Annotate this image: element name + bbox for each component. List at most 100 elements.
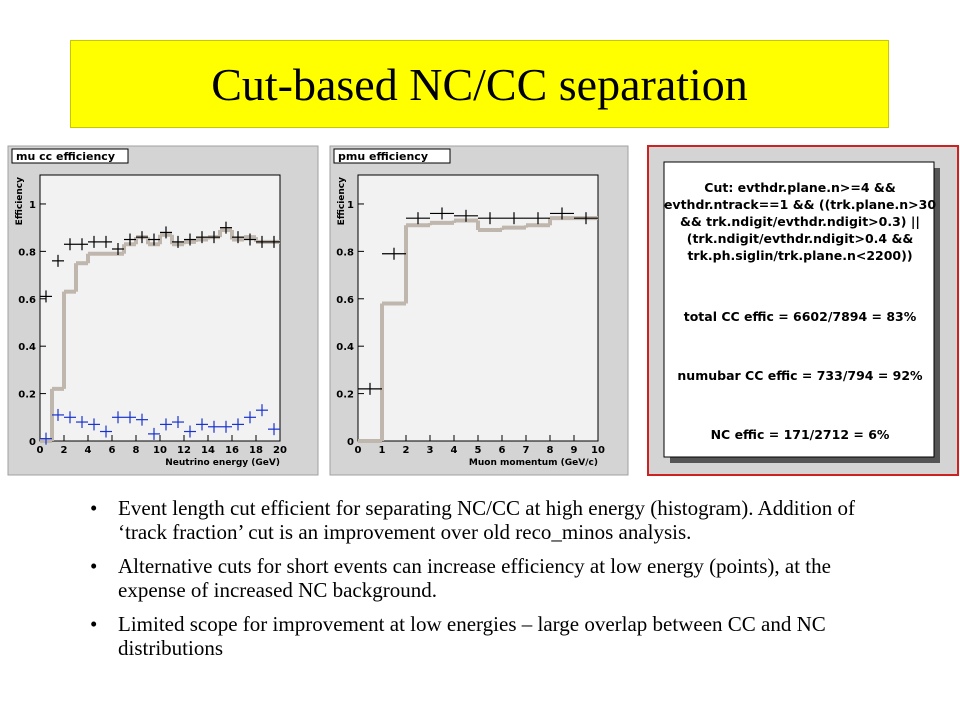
point bbox=[454, 209, 478, 222]
y-tick-label: 0.6 bbox=[18, 295, 36, 306]
y-tick-label: 0.2 bbox=[18, 390, 36, 401]
point bbox=[52, 408, 64, 421]
title-box: Cut-based NC/CC separation bbox=[70, 40, 889, 128]
point bbox=[40, 432, 52, 445]
y-tick-label: 0.8 bbox=[336, 247, 354, 258]
point bbox=[100, 425, 112, 438]
point bbox=[184, 233, 196, 246]
cut-result: numubar CC effic = 733/794 = 92% bbox=[677, 368, 923, 383]
cut-box bbox=[663, 161, 935, 458]
point bbox=[196, 418, 208, 431]
x-tick-label: 0 bbox=[37, 445, 44, 456]
y-tick-label: 1 bbox=[29, 200, 36, 211]
point bbox=[184, 425, 196, 438]
point bbox=[64, 238, 76, 251]
chart-title-box bbox=[11, 148, 129, 164]
cut-result: total CC effic = 6602/7894 = 83% bbox=[684, 309, 917, 324]
point bbox=[160, 418, 172, 431]
charts: mu cc efficiency Efficiency Neutrino energ… bbox=[7, 145, 959, 476]
x-tick-label: 8 bbox=[547, 445, 554, 456]
point bbox=[268, 235, 280, 248]
cut-result: NC effic = 171/2712 = 6% bbox=[711, 427, 890, 442]
y-axis-label: Efficiency bbox=[15, 177, 25, 225]
point bbox=[358, 382, 382, 395]
point bbox=[172, 416, 184, 429]
point bbox=[100, 235, 112, 248]
point bbox=[196, 231, 208, 244]
point bbox=[382, 247, 406, 260]
y-axis-label: Efficiency bbox=[337, 177, 347, 225]
y-tick-label: 0 bbox=[29, 437, 36, 448]
y-tick-label: 0.2 bbox=[336, 390, 354, 401]
point bbox=[160, 226, 172, 239]
point bbox=[208, 420, 220, 433]
chart-title-box bbox=[333, 148, 451, 164]
y-tick-label: 0.8 bbox=[18, 247, 36, 258]
point bbox=[208, 231, 220, 244]
y-tick-label: 0.4 bbox=[18, 342, 36, 353]
x-tick-label: 10 bbox=[153, 445, 167, 456]
point bbox=[256, 235, 268, 248]
x-tick-label: 4 bbox=[451, 445, 458, 456]
point bbox=[220, 420, 232, 433]
x-tick-label: 2 bbox=[61, 445, 68, 456]
point bbox=[502, 212, 526, 225]
slide-title: Cut-based NC/CC separation bbox=[211, 58, 748, 110]
x-tick-label: 18 bbox=[249, 445, 263, 456]
x-tick-label: 2 bbox=[403, 445, 410, 456]
point bbox=[478, 212, 502, 225]
plot-area bbox=[39, 174, 281, 442]
x-tick-label: 4 bbox=[85, 445, 92, 456]
point bbox=[136, 231, 148, 244]
x-axis-label: Neutrino energy (GeV) bbox=[165, 458, 280, 468]
point bbox=[268, 423, 280, 436]
point bbox=[244, 233, 256, 246]
x-tick-label: 1 bbox=[379, 445, 386, 456]
cut-line: trk.ph.siglin/trk.plane.n<2200)) bbox=[687, 248, 912, 263]
point bbox=[172, 235, 184, 248]
x-tick-label: 7 bbox=[523, 445, 530, 456]
x-tick-label: 8 bbox=[133, 445, 140, 456]
x-tick-label: 14 bbox=[201, 445, 215, 456]
point bbox=[430, 207, 454, 220]
x-tick-label: 0 bbox=[355, 445, 362, 456]
point bbox=[40, 290, 52, 303]
chart-title: pmu efficiency bbox=[338, 150, 428, 163]
cut-line: && trk.ndigit/evthdr.ndigit>0.3) || bbox=[680, 214, 920, 229]
y-tick-label: 0 bbox=[347, 437, 354, 448]
x-tick-label: 5 bbox=[475, 445, 482, 456]
x-tick-label: 10 bbox=[591, 445, 605, 456]
x-axis-label: Muon momentum (GeV/c) bbox=[469, 458, 598, 468]
x-tick-label: 6 bbox=[499, 445, 506, 456]
point bbox=[124, 411, 136, 424]
point bbox=[148, 427, 160, 440]
point bbox=[136, 413, 148, 426]
bullet: Alternative cuts for short events can in… bbox=[90, 554, 890, 602]
point bbox=[232, 418, 244, 431]
x-tick-label: 20 bbox=[273, 445, 287, 456]
point bbox=[256, 404, 268, 417]
bullet: Limited scope for improvement at low ene… bbox=[90, 612, 890, 660]
point bbox=[76, 416, 88, 429]
chart-title: mu cc efficiency bbox=[16, 150, 115, 163]
cut-line: (trk.ndigit/evthdr.ndigit>0.4 && bbox=[687, 231, 914, 246]
point bbox=[220, 221, 232, 234]
bullet: Event length cut efficient for separatin… bbox=[90, 496, 890, 544]
point bbox=[112, 243, 124, 255]
point bbox=[232, 231, 244, 244]
point bbox=[574, 212, 598, 225]
y-tick-label: 0.6 bbox=[336, 295, 354, 306]
point bbox=[550, 207, 574, 220]
x-tick-label: 6 bbox=[109, 445, 116, 456]
y-tick-label: 0.4 bbox=[336, 342, 354, 353]
y-tick-label: 1 bbox=[347, 200, 354, 211]
cut-line: Cut: evthdr.plane.n>=4 && bbox=[704, 180, 896, 195]
point bbox=[124, 233, 136, 246]
point bbox=[148, 233, 160, 246]
x-tick-label: 12 bbox=[177, 445, 191, 456]
bullets: Event length cut efficient for separatin… bbox=[90, 496, 890, 670]
point bbox=[112, 411, 124, 424]
x-tick-label: 16 bbox=[225, 445, 239, 456]
point bbox=[88, 418, 100, 431]
